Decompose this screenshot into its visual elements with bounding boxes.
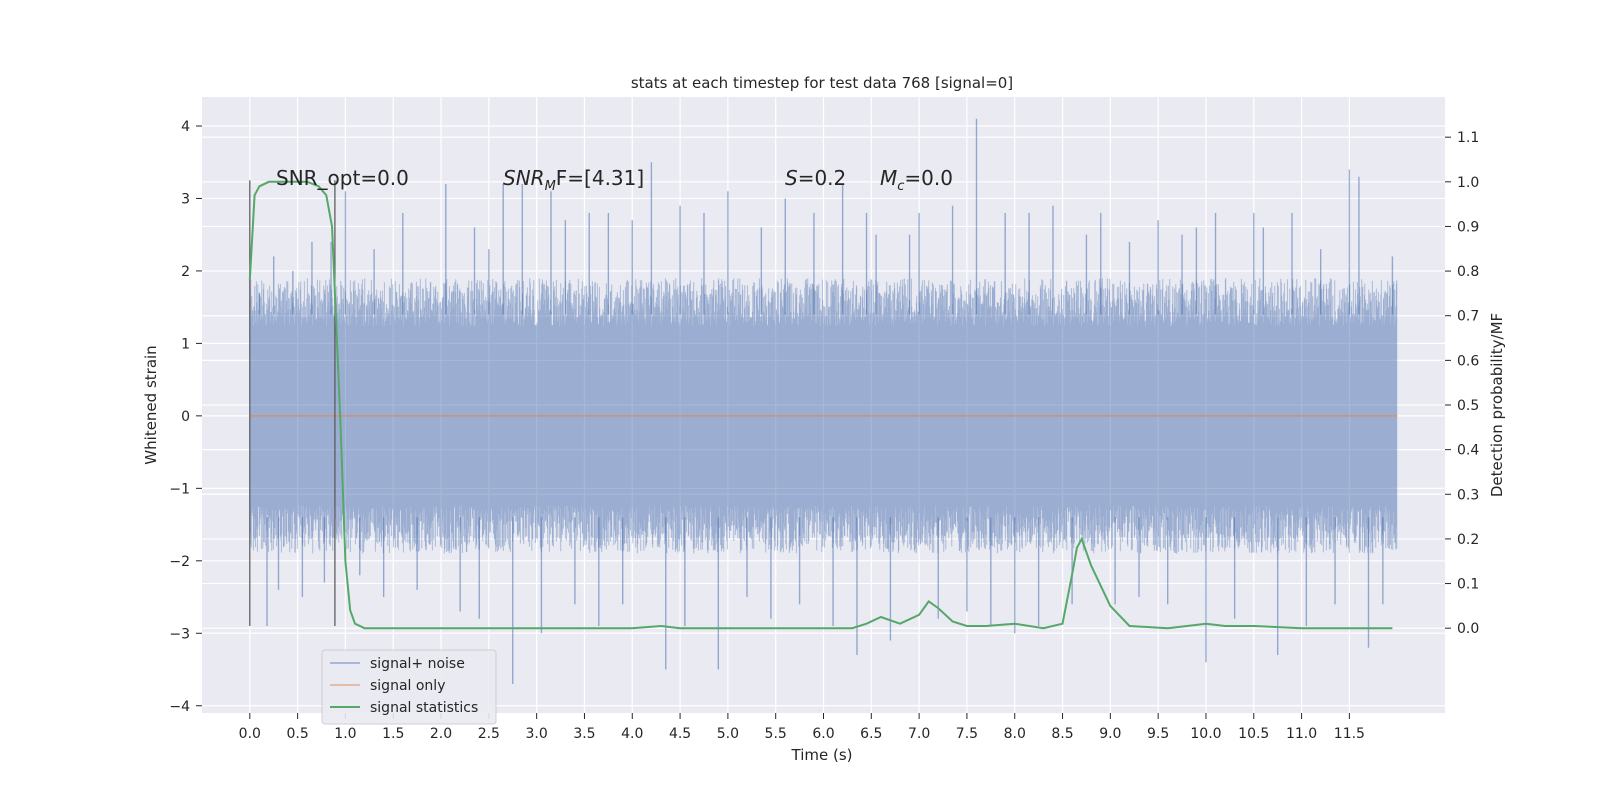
y-tick-label-7: 3 — [181, 191, 190, 207]
legend-label-signal-noise: signal+ noise — [370, 656, 465, 672]
annotation-mc-sub: c — [897, 179, 904, 194]
x-tick-label-13: 6.5 — [860, 726, 882, 742]
y2-tick-label-2: 0.2 — [1457, 532, 1479, 548]
y2-axis-label: Detection probability/MF — [1488, 313, 1506, 497]
legend-label-signal-only: signal only — [370, 678, 445, 694]
y2-tick-label-11: 1.1 — [1457, 130, 1479, 146]
x-tick-label-19: 9.5 — [1147, 726, 1169, 742]
x-tick-label-2: 1.0 — [334, 726, 356, 742]
y2-tick-label-5: 0.5 — [1457, 398, 1479, 414]
annotation-snr-opt: SNR_opt=0.0 — [276, 166, 409, 190]
annotation-snr-mf: SNRMF=[4.31] — [503, 166, 644, 194]
x-tick-label-4: 2.0 — [430, 726, 452, 742]
annotation-mc: Mc=0.0 — [880, 166, 953, 194]
y-tick-label-2: −2 — [169, 554, 190, 570]
signal-noise-series — [249, 118, 1398, 685]
annotations: SNR_opt=0.0 SNRMF=[4.31] S=0.2 Mc=0.0 — [276, 166, 953, 194]
annotation-s-main: S — [785, 166, 798, 190]
x-tick-label-21: 10.5 — [1238, 726, 1269, 742]
y2-tick-label-3: 0.3 — [1457, 487, 1479, 503]
y-tick-label-1: −3 — [169, 626, 190, 642]
y2-tick-label-9: 0.9 — [1457, 219, 1479, 235]
y-tick-label-5: 1 — [181, 336, 190, 352]
x-axis-label: Time (s) — [791, 746, 853, 764]
annotation-snr-mf-main: SNR — [503, 166, 545, 190]
y-axis-right: 0.0 0.1 0.2 0.3 0.4 0.5 0.6 0.7 0.8 0.9 1.0 1.1 — [1445, 130, 1479, 637]
y2-tick-label-0: 0.0 — [1457, 621, 1479, 637]
y2-tick-label-6: 0.6 — [1457, 353, 1479, 369]
x-tick-label-9: 4.5 — [669, 726, 691, 742]
x-axis: 0.0 0.5 1.0 1.5 2.0 2.5 3.0 3.5 4.0 4.5 5.0 5.5 6.0 6… — [239, 713, 1365, 742]
x-tick-label-5: 2.5 — [478, 726, 500, 742]
x-tick-label-0: 0.0 — [239, 726, 261, 742]
x-tick-label-8: 4.0 — [621, 726, 643, 742]
y-axis-left: −4 −3 −2 −1 0 1 2 3 4 — [169, 119, 202, 715]
y2-tick-label-1: 0.1 — [1457, 577, 1479, 593]
x-tick-label-22: 11.0 — [1286, 726, 1317, 742]
x-tick-label-3: 1.5 — [382, 726, 404, 742]
x-tick-label-6: 3.0 — [526, 726, 548, 742]
legend: signal+ noise signal only signal statist… — [321, 649, 497, 725]
x-tick-label-10: 5.0 — [717, 726, 739, 742]
annotation-mc-rest: =0.0 — [904, 166, 953, 190]
annotation-s-rest: =0.2 — [798, 166, 847, 190]
x-tick-label-11: 5.5 — [765, 726, 787, 742]
annotation-snr-mf-sub: M — [545, 179, 556, 194]
x-tick-label-20: 10.0 — [1190, 726, 1221, 742]
y2-tick-label-7: 0.7 — [1457, 309, 1479, 325]
signal-statistics-series — [248, 180, 1393, 630]
y-tick-label-3: −1 — [169, 481, 190, 497]
annotation-mc-main: M — [880, 166, 897, 190]
annotation-s: S=0.2 — [785, 166, 846, 190]
vertical-markers — [249, 180, 336, 627]
legend-box — [321, 649, 497, 725]
x-tick-label-15: 7.5 — [956, 726, 978, 742]
y2-tick-label-8: 0.8 — [1457, 264, 1479, 280]
y-tick-label-8: 4 — [181, 119, 190, 135]
x-tick-label-1: 0.5 — [286, 726, 308, 742]
annotation-snr-mf-rest: F=[4.31] — [556, 166, 644, 190]
x-tick-label-7: 3.5 — [573, 726, 595, 742]
y-axis-label: Whitened strain — [142, 345, 160, 464]
chart-title: stats at each timestep for test data 768… — [631, 74, 1013, 92]
x-tick-label-12: 6.0 — [812, 726, 834, 742]
y2-tick-label-4: 0.4 — [1457, 443, 1479, 459]
y-tick-label-6: 2 — [181, 264, 190, 280]
x-tick-label-18: 9.0 — [1099, 726, 1121, 742]
x-tick-label-14: 7.0 — [908, 726, 930, 742]
y-tick-label-0: −4 — [169, 699, 190, 715]
x-tick-label-17: 8.5 — [1051, 726, 1073, 742]
x-tick-label-23: 11.5 — [1334, 726, 1365, 742]
y2-tick-label-10: 1.0 — [1457, 175, 1479, 191]
legend-label-signal-statistics: signal statistics — [370, 700, 478, 716]
x-tick-label-16: 8.0 — [1004, 726, 1026, 742]
y-tick-label-4: 0 — [181, 409, 190, 425]
